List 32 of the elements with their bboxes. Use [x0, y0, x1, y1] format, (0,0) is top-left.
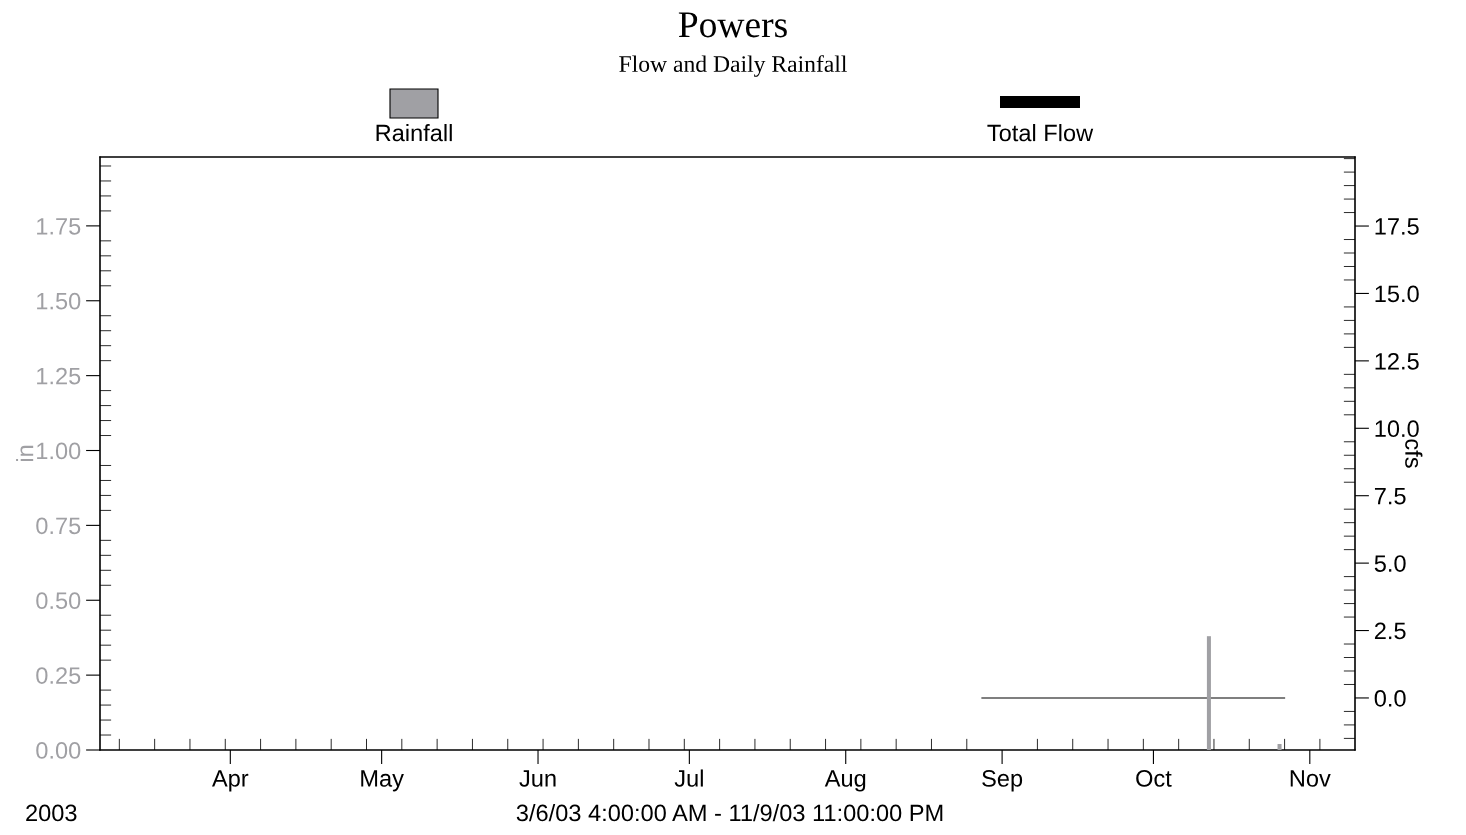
y2-tick-label: 10.0 — [1375, 420, 1419, 438]
y-tick-label: 0.25 — [36, 667, 81, 684]
x-tick-label: Jul — [674, 769, 703, 787]
y-tick-label: 1.75 — [37, 218, 81, 235]
x-tick-label: Oct — [1136, 770, 1172, 787]
legend-label: Total Flow — [987, 124, 1094, 142]
y-tick-label: 0.00 — [36, 742, 81, 759]
y2-tick-label: 0.0 — [1374, 690, 1406, 707]
text: 2003 — [26, 804, 77, 822]
y-tick-label: 0.75 — [36, 517, 81, 535]
x-tick-label: Sep — [982, 770, 1023, 792]
y2-axis-title: cfs — [1405, 439, 1423, 468]
y2-tick-label: 17.5 — [1375, 218, 1419, 235]
x-tick-label: Jun — [519, 770, 556, 787]
y2-tick-label: 5.0 — [1374, 555, 1406, 572]
y-tick-label: 1.50 — [37, 292, 81, 310]
text: 3/6/03 4:00:00 AM - 11/9/03 11:00:00 PM — [516, 803, 943, 822]
y2-tick-label: 15.0 — [1375, 285, 1419, 303]
x-tick-label: Aug — [824, 770, 866, 792]
x-tick-label: Apr — [211, 770, 249, 792]
y-axis-title: in — [16, 445, 34, 462]
chart-title: Powers — [678, 12, 787, 38]
y2-tick-label: 7.5 — [1374, 488, 1406, 505]
y-tick-label: 1.00 — [37, 442, 81, 460]
y2-tick-label: 12.5 — [1375, 352, 1419, 370]
x-tick-label: May — [361, 770, 404, 792]
y2-tick-label: 2.5 — [1374, 622, 1406, 640]
y-tick-label: 1.25 — [37, 367, 81, 385]
x-tick-label: Nov — [1290, 770, 1331, 787]
legend-label: Rainfall — [376, 124, 452, 142]
chart-subtitle: Flow and Daily Rainfall — [619, 55, 847, 77]
y-tick-label: 0.50 — [36, 592, 81, 610]
